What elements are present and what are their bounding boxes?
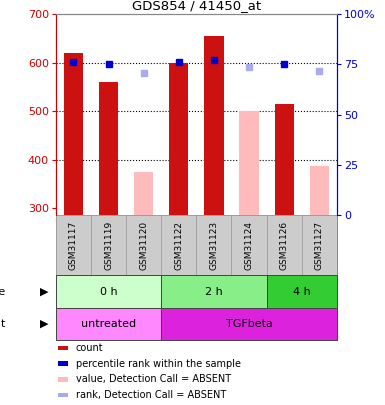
Bar bbox=[161, 275, 266, 308]
Bar bbox=[275, 104, 294, 215]
Bar bbox=[56, 275, 161, 308]
Text: TGFbeta: TGFbeta bbox=[226, 319, 273, 329]
Bar bbox=[169, 63, 188, 215]
Bar bbox=[302, 215, 337, 275]
Text: GSM31123: GSM31123 bbox=[209, 221, 218, 270]
Bar bbox=[64, 53, 83, 215]
Bar bbox=[91, 215, 126, 275]
Text: 2 h: 2 h bbox=[205, 287, 223, 296]
Text: GSM31124: GSM31124 bbox=[244, 221, 254, 270]
Text: agent: agent bbox=[0, 319, 6, 329]
Text: GSM31126: GSM31126 bbox=[280, 221, 289, 270]
Text: ▶: ▶ bbox=[40, 287, 49, 296]
Bar bbox=[204, 36, 224, 215]
Text: GSM31117: GSM31117 bbox=[69, 221, 78, 270]
Bar bbox=[266, 275, 337, 308]
Text: GSM31119: GSM31119 bbox=[104, 221, 113, 270]
Bar bbox=[231, 215, 266, 275]
Bar bbox=[161, 308, 337, 340]
Text: 0 h: 0 h bbox=[100, 287, 117, 296]
Bar bbox=[266, 215, 302, 275]
Text: GSM31127: GSM31127 bbox=[315, 221, 324, 270]
Text: GSM31122: GSM31122 bbox=[174, 221, 183, 270]
Text: ▶: ▶ bbox=[40, 319, 49, 329]
Bar bbox=[310, 166, 329, 215]
Bar bbox=[134, 172, 153, 215]
Text: GSM31120: GSM31120 bbox=[139, 221, 148, 270]
Bar bbox=[239, 111, 259, 215]
Bar bbox=[161, 215, 196, 275]
Bar bbox=[126, 215, 161, 275]
Bar bbox=[56, 215, 91, 275]
Bar bbox=[58, 393, 69, 397]
Text: value, Detection Call = ABSENT: value, Detection Call = ABSENT bbox=[75, 375, 231, 384]
Text: 4 h: 4 h bbox=[293, 287, 311, 296]
Text: count: count bbox=[75, 343, 103, 353]
Text: rank, Detection Call = ABSENT: rank, Detection Call = ABSENT bbox=[75, 390, 226, 400]
Bar bbox=[56, 308, 161, 340]
Bar bbox=[58, 346, 69, 350]
Bar bbox=[58, 377, 69, 382]
Bar bbox=[99, 82, 118, 215]
Text: untreated: untreated bbox=[81, 319, 136, 329]
Title: GDS854 / 41450_at: GDS854 / 41450_at bbox=[132, 0, 261, 12]
Bar bbox=[196, 215, 231, 275]
Text: time: time bbox=[0, 287, 6, 296]
Bar bbox=[58, 361, 69, 366]
Text: percentile rank within the sample: percentile rank within the sample bbox=[75, 359, 241, 369]
